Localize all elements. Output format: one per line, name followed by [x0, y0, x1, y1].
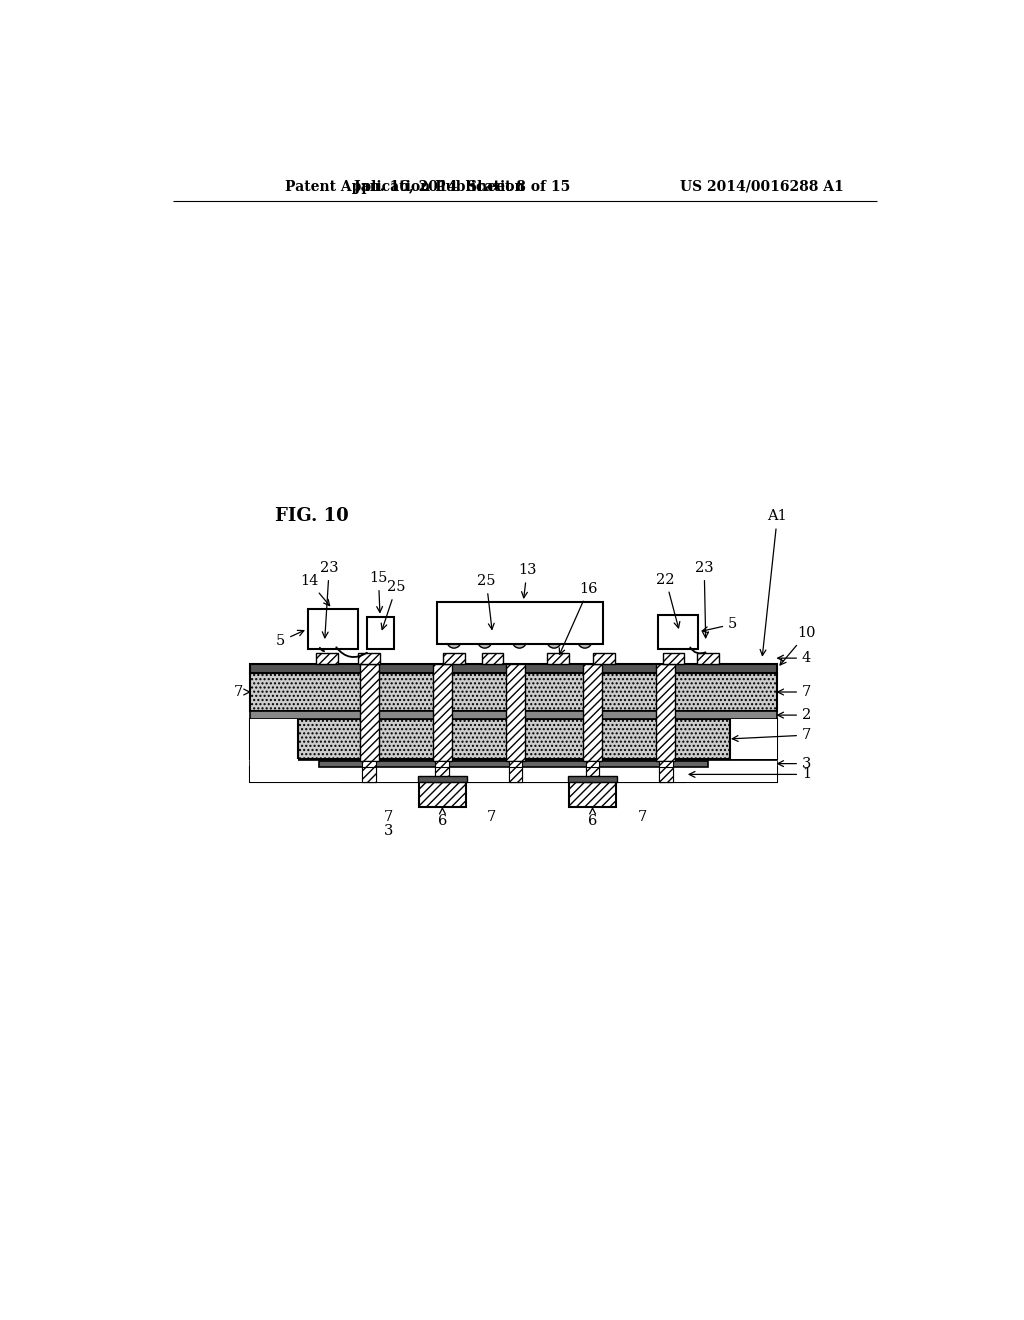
Bar: [307, 609, 357, 649]
FancyArrowPatch shape: [336, 647, 367, 657]
Text: 5: 5: [276, 631, 304, 648]
Bar: [509, 767, 522, 781]
Bar: [250, 664, 777, 673]
Bar: [658, 615, 698, 649]
Text: 16: 16: [559, 582, 598, 655]
Text: 4: 4: [777, 651, 811, 665]
Text: 13: 13: [518, 564, 537, 598]
Bar: [360, 664, 379, 760]
Bar: [586, 767, 599, 781]
Text: 2: 2: [777, 708, 811, 722]
Circle shape: [447, 635, 461, 648]
Bar: [362, 760, 376, 781]
Bar: [658, 760, 673, 781]
Bar: [435, 767, 450, 781]
Text: 7: 7: [233, 685, 250, 700]
Text: 7: 7: [777, 685, 811, 700]
Text: 25: 25: [381, 581, 406, 630]
Text: 7: 7: [732, 729, 811, 742]
Bar: [443, 653, 465, 664]
Text: 1: 1: [689, 767, 811, 781]
Text: Jan. 16, 2014  Sheet 8 of 15: Jan. 16, 2014 Sheet 8 of 15: [353, 180, 569, 194]
Bar: [362, 767, 376, 781]
Text: 10: 10: [780, 627, 816, 665]
Circle shape: [578, 635, 592, 648]
Text: 22: 22: [656, 573, 680, 628]
Bar: [697, 653, 719, 664]
Bar: [730, 719, 777, 759]
Bar: [316, 653, 338, 664]
Bar: [298, 719, 730, 759]
Text: 25: 25: [477, 574, 496, 630]
Bar: [419, 781, 466, 807]
Bar: [319, 760, 708, 767]
Bar: [593, 653, 614, 664]
Bar: [358, 653, 380, 664]
Bar: [547, 653, 568, 664]
Bar: [418, 776, 467, 781]
Bar: [250, 719, 298, 759]
Text: 7: 7: [638, 809, 647, 824]
Circle shape: [478, 635, 492, 648]
Bar: [250, 760, 777, 767]
Text: Patent Application Publication: Patent Application Publication: [285, 180, 524, 194]
Circle shape: [671, 632, 688, 649]
Text: 15: 15: [370, 572, 388, 612]
Bar: [569, 781, 615, 807]
Text: FIG. 10: FIG. 10: [275, 507, 349, 525]
Bar: [584, 664, 602, 760]
Bar: [437, 602, 602, 644]
Bar: [342, 767, 685, 781]
Text: 23: 23: [695, 561, 714, 638]
Text: 5: 5: [702, 618, 737, 632]
Text: 23: 23: [319, 561, 339, 638]
Bar: [250, 760, 777, 781]
Text: 14: 14: [300, 574, 330, 606]
Circle shape: [375, 635, 387, 647]
Bar: [586, 760, 599, 781]
FancyArrowPatch shape: [319, 648, 325, 651]
Bar: [250, 767, 777, 781]
Bar: [663, 653, 684, 664]
Bar: [367, 616, 394, 649]
Bar: [250, 673, 777, 711]
Bar: [250, 711, 777, 719]
Text: 3: 3: [384, 825, 393, 838]
Circle shape: [547, 635, 561, 648]
FancyArrowPatch shape: [690, 647, 706, 653]
Bar: [250, 759, 298, 760]
Bar: [250, 719, 777, 759]
Circle shape: [512, 635, 526, 648]
Bar: [656, 664, 675, 760]
Bar: [435, 760, 450, 781]
Text: US 2014/0016288 A1: US 2014/0016288 A1: [680, 180, 844, 194]
Bar: [658, 767, 673, 781]
Bar: [506, 664, 524, 760]
Bar: [568, 776, 617, 781]
Bar: [433, 664, 452, 760]
Text: 6: 6: [437, 808, 447, 828]
Text: 7: 7: [486, 809, 496, 824]
Text: 3: 3: [777, 756, 811, 771]
Text: 7: 7: [384, 809, 393, 824]
Bar: [509, 760, 522, 781]
Text: 6: 6: [588, 808, 597, 828]
Text: A1: A1: [760, 510, 787, 656]
Bar: [481, 653, 503, 664]
